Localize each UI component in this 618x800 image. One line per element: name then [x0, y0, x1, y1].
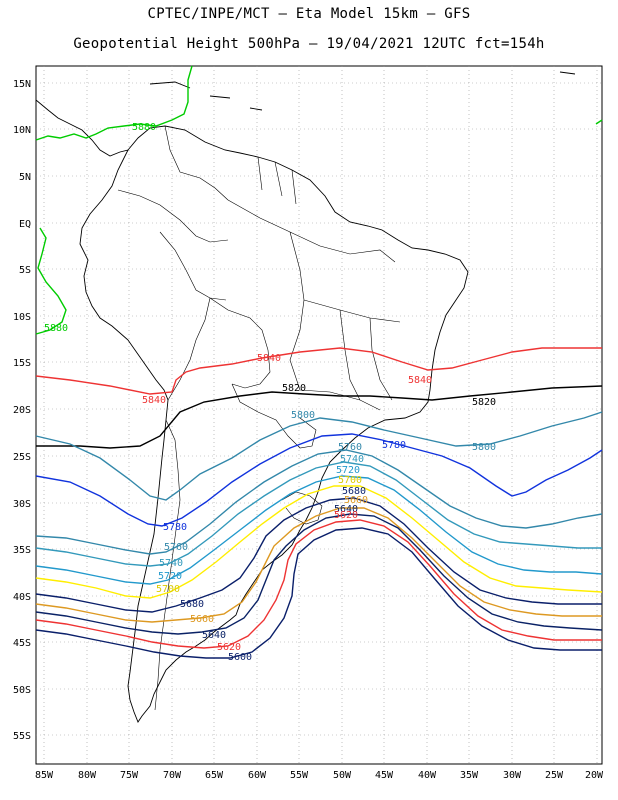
- contour-label: 5800: [291, 410, 315, 421]
- contour-label: 5600: [228, 652, 252, 663]
- contour-5700: [35, 485, 603, 599]
- lat-label: 50S: [13, 685, 31, 696]
- contour-5880-west: [35, 227, 67, 335]
- contour-label: 5740: [340, 454, 364, 465]
- contour-label: 5720: [158, 571, 182, 582]
- lon-label: 50W: [333, 770, 352, 781]
- lat-label: 15N: [13, 79, 31, 90]
- lat-label: 10S: [13, 312, 31, 323]
- contour-label: 5840: [142, 395, 166, 406]
- contour-5680: [35, 497, 602, 613]
- contour-label: 5820: [472, 397, 496, 408]
- south-america-coast: [79, 125, 469, 723]
- contour-label: 5680: [342, 486, 366, 497]
- border-peru-brazil: [159, 231, 227, 301]
- contour-label: 5880: [44, 323, 68, 334]
- contour-5760: [35, 449, 603, 555]
- lat-label: 20S: [13, 405, 31, 416]
- caribbean-islands: [149, 71, 576, 111]
- graticule: [36, 66, 602, 764]
- lat-label: 15S: [13, 358, 31, 369]
- contour-5600: [35, 527, 602, 659]
- lat-label: 55S: [13, 731, 31, 742]
- contour-5800: [35, 411, 603, 501]
- border-peru-chile: [167, 297, 211, 401]
- contour-label: 5880: [132, 122, 156, 133]
- contour-label: 5640: [202, 630, 226, 641]
- border-guianas: [257, 156, 297, 205]
- lat-label: 40S: [13, 592, 31, 603]
- contour-label: 5760: [164, 542, 188, 553]
- lon-label: 20W: [585, 770, 604, 781]
- border-bolivia: [209, 297, 271, 389]
- lat-label: 5S: [19, 265, 31, 276]
- map-title-line1: CPTEC/INPE/MCT – Eta Model 15km – GFS: [147, 6, 471, 22]
- contour-label: 5840: [257, 353, 281, 364]
- country-borders: [117, 125, 401, 711]
- contour-label: 5740: [159, 558, 183, 569]
- lat-label: 25S: [13, 452, 31, 463]
- contour-label: 5840: [408, 375, 432, 386]
- contour-label: 5680: [180, 599, 204, 610]
- contour-5780: [35, 433, 603, 527]
- lat-label: 35S: [13, 545, 31, 556]
- lon-label: 30W: [503, 770, 522, 781]
- coastline: [35, 71, 576, 723]
- contour-5840: [35, 347, 602, 395]
- lon-label: 70W: [163, 770, 182, 781]
- lat-label: EQ: [19, 219, 31, 230]
- height-contours: [35, 65, 603, 659]
- map-title-line2: Geopotential Height 500hPa – 19/04/2021 …: [73, 36, 545, 52]
- lon-label: 55W: [290, 770, 309, 781]
- contour-label: 5620: [217, 642, 241, 653]
- lat-label: 5N: [19, 172, 31, 183]
- border-chile-argentina: [154, 419, 181, 711]
- contour-5880-east: [595, 119, 603, 125]
- contour-5640: [35, 513, 603, 635]
- lat-label: 10N: [13, 125, 31, 136]
- lon-label: 45W: [375, 770, 394, 781]
- contour-label: 5780: [382, 440, 406, 451]
- longitude-labels: 85W 80W 75W 70W 65W 60W 55W 50W 45W 40W …: [35, 770, 604, 781]
- contour-label: 5820: [282, 383, 306, 394]
- border-brazil-states: [227, 199, 401, 411]
- contour-label: 5720: [336, 465, 360, 476]
- contour-label: 5640: [334, 504, 358, 515]
- contour-5720: [35, 475, 603, 585]
- contour-5880-north: [35, 65, 193, 141]
- lon-label: 35W: [460, 770, 479, 781]
- contour-label: 5800: [472, 442, 496, 453]
- border-colombia-venezuela: [164, 125, 229, 201]
- lon-label: 25W: [545, 770, 564, 781]
- contour-5820: [36, 385, 603, 449]
- border-colombia-peru: [117, 189, 229, 243]
- lat-label: 30S: [13, 499, 31, 510]
- contour-label: 5700: [156, 584, 180, 595]
- lon-label: 75W: [120, 770, 139, 781]
- contour-label: 5760: [338, 442, 362, 453]
- lon-label: 85W: [35, 770, 54, 781]
- contour-5740: [35, 461, 602, 567]
- latitude-labels: 15N 10N 5N EQ 5S 10S 15S 20S 25S 30S 35S…: [13, 79, 31, 742]
- contour-labels: 5880 5880 5840 5840 5840 5820 5820 5800 …: [44, 122, 496, 663]
- lon-label: 80W: [78, 770, 97, 781]
- contour-label: 5700: [338, 475, 362, 486]
- contour-5620: [35, 519, 602, 649]
- border-uruguay: [281, 491, 323, 525]
- contour-label: 5660: [190, 614, 214, 625]
- lat-label: 45S: [13, 638, 31, 649]
- lon-label: 60W: [248, 770, 267, 781]
- central-america-coast: [35, 99, 129, 157]
- lon-label: 40W: [418, 770, 437, 781]
- lon-label: 65W: [205, 770, 224, 781]
- map-frame: [35, 65, 603, 765]
- contour-label: 5660: [344, 495, 368, 506]
- border-paraguay: [231, 383, 317, 449]
- contour-5660: [35, 507, 602, 623]
- contour-label: 5780: [163, 522, 187, 533]
- contour-label: 5620: [334, 510, 358, 521]
